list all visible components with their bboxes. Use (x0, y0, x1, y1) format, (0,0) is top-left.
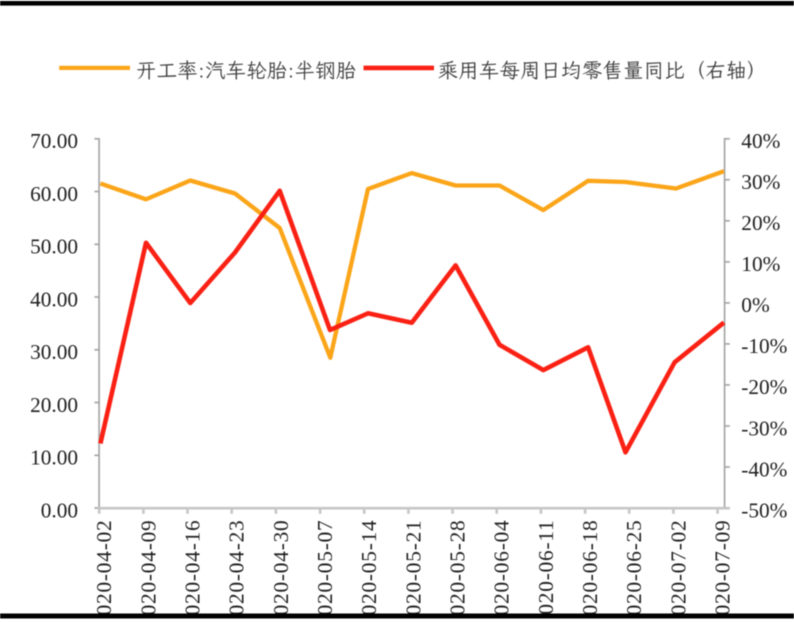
svg-text:70.00: 70.00 (30, 129, 78, 153)
svg-text:20.00: 20.00 (30, 393, 78, 417)
svg-text:10%: 10% (741, 252, 780, 276)
svg-text:60.00: 60.00 (30, 182, 78, 206)
svg-text:0.00: 0.00 (41, 498, 78, 522)
svg-text:40%: 40% (741, 129, 780, 153)
svg-text:2020-07-09: 2020-07-09 (711, 520, 735, 622)
svg-text:50.00: 50.00 (30, 235, 78, 259)
svg-text:2020-05-07: 2020-05-07 (313, 520, 337, 622)
svg-text:2020-06-11: 2020-06-11 (534, 520, 558, 622)
svg-text:-10%: -10% (741, 334, 787, 358)
svg-text:10.00: 10.00 (30, 446, 78, 470)
svg-text:40.00: 40.00 (30, 287, 78, 311)
svg-text:2020-05-28: 2020-05-28 (446, 520, 470, 622)
svg-text:0%: 0% (741, 293, 770, 317)
svg-text:2020-04-23: 2020-04-23 (225, 520, 249, 622)
svg-text:2020-04-16: 2020-04-16 (181, 520, 205, 622)
svg-text:-20%: -20% (741, 375, 787, 399)
svg-text:2020-05-14: 2020-05-14 (357, 520, 381, 622)
svg-text:-30%: -30% (741, 416, 787, 440)
svg-text:2020-04-09: 2020-04-09 (136, 520, 160, 622)
svg-text:20%: 20% (741, 211, 780, 235)
svg-text:2020-06-18: 2020-06-18 (578, 520, 602, 622)
svg-text:-40%: -40% (741, 457, 787, 481)
svg-text:30.00: 30.00 (30, 340, 78, 364)
svg-text:2020-06-04: 2020-06-04 (490, 520, 514, 622)
svg-text:2020-07-02: 2020-07-02 (666, 520, 690, 622)
svg-text:2020-04-02: 2020-04-02 (92, 520, 116, 622)
svg-text:2020-04-30: 2020-04-30 (269, 520, 293, 622)
svg-text:30%: 30% (741, 170, 780, 194)
svg-text:2020-05-21: 2020-05-21 (401, 520, 425, 622)
svg-text:-50%: -50% (741, 498, 787, 522)
svg-text:2020-06-25: 2020-06-25 (622, 520, 646, 622)
